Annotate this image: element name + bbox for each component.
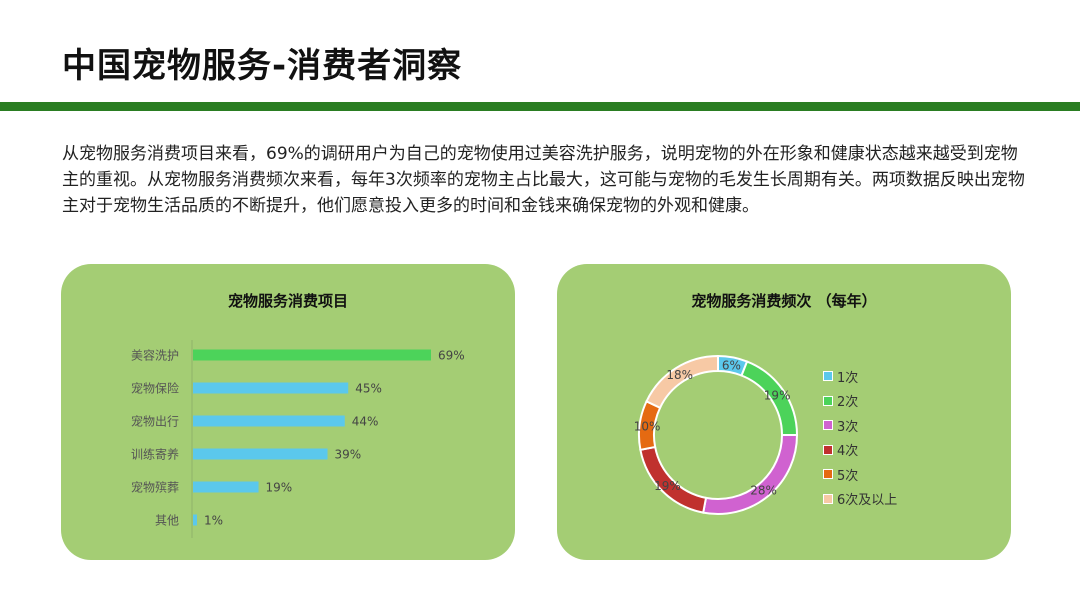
bar-category-label: 宠物殡葬 <box>131 480 179 495</box>
bar-category-label: 宠物保险 <box>131 381 179 396</box>
slide-description: 从宠物服务消费项目来看，69%的调研用户为自己的宠物使用过美容洗护服务，说明宠物… <box>62 144 1025 216</box>
bar <box>193 514 197 526</box>
bar <box>193 481 259 493</box>
donut-value-label: 19% <box>764 388 791 402</box>
donut-value-label: 6% <box>722 358 741 372</box>
donut-chart-card: 宠物服务消费频次 （每年） 6% 19% 28% 19% 10% 18% 1次 2次 3次 4次… <box>557 264 1011 560</box>
legend-label: 4次 <box>837 444 859 460</box>
legend-swatch <box>823 395 833 406</box>
bar-value-label: 39% <box>335 448 362 462</box>
bar <box>193 382 349 394</box>
bar-value-label: 1% <box>204 514 223 528</box>
bar-value-label: 69% <box>438 349 465 363</box>
bar-value-label: 45% <box>355 382 382 396</box>
legend-label: 2次 <box>837 395 859 411</box>
bar-category-label: 宠物出行 <box>131 414 179 429</box>
legend-item: 1次 <box>823 364 897 389</box>
legend-label: 3次 <box>837 419 859 435</box>
donut-chart-title: 宠物服务消费频次 （每年） <box>691 292 877 310</box>
legend-label: 5次 <box>837 468 859 484</box>
legend-swatch <box>823 420 833 431</box>
donut-value-label: 19% <box>654 479 681 493</box>
bar-chart-card: 宠物服务消费项目 美容洗护 69% 宠物保险 45% 宠物出行 44% 训练寄养 39% 宠物殡… <box>61 264 515 560</box>
bar <box>193 448 328 460</box>
bar-value-label: 19% <box>266 481 293 495</box>
legend-swatch <box>823 371 833 382</box>
donut-slice <box>702 434 799 515</box>
bar-category-label: 美容洗护 <box>131 348 179 363</box>
donut-value-label: 28% <box>750 484 777 498</box>
donut-chart: 6% 19% 28% 19% 10% 18% <box>634 354 799 515</box>
legend-item: 3次 <box>823 413 897 438</box>
bar-value-label: 44% <box>352 415 379 429</box>
donut-slice <box>645 354 719 410</box>
legend-label: 1次 <box>837 370 859 386</box>
donut-value-label: 10% <box>634 420 661 434</box>
legend-swatch <box>823 469 833 480</box>
bar-chart: 美容洗护 69% 宠物保险 45% 宠物出行 44% 训练寄养 39% 宠物殡葬 19% 其他 1% <box>131 340 465 538</box>
legend-item: 4次 <box>823 438 897 463</box>
bar <box>193 415 345 427</box>
slide-title: 中国宠物服务-消费者洞察 <box>62 46 463 86</box>
legend-item: 2次 <box>823 389 897 414</box>
legend-swatch <box>823 493 833 504</box>
bar-category-label: 训练寄养 <box>131 447 179 462</box>
legend-item: 5次 <box>823 462 897 487</box>
legend-item: 6次及以上 <box>823 487 897 512</box>
donut-legend: 1次 2次 3次 4次 5次 6次及以上 <box>823 364 897 511</box>
legend-swatch <box>823 444 833 455</box>
bar-category-label: 其他 <box>155 514 179 528</box>
bar-chart-title: 宠物服务消费项目 <box>227 292 348 310</box>
title-divider <box>0 102 1080 111</box>
donut-value-label: 18% <box>666 368 693 382</box>
legend-label: 6次及以上 <box>837 493 898 509</box>
bar <box>193 349 431 361</box>
